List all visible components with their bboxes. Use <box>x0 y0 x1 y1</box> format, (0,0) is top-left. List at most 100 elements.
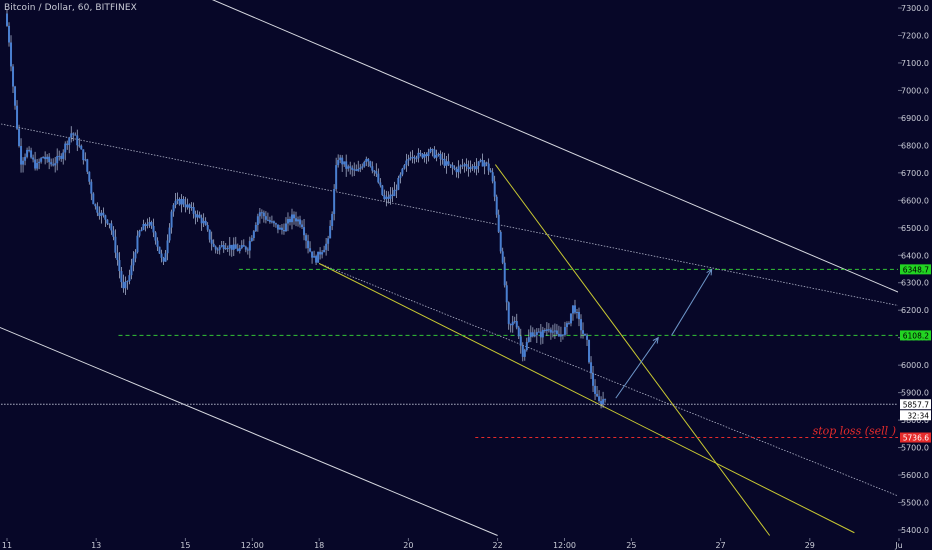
candle-body <box>465 164 468 167</box>
candle-body <box>156 240 159 247</box>
candle-body <box>467 166 470 169</box>
price-tick-label: 6000.0 <box>901 361 929 370</box>
candle-body <box>315 256 318 263</box>
candle-body <box>439 153 442 159</box>
candle-body <box>214 246 217 250</box>
candle-body <box>596 393 599 397</box>
candle-body <box>54 163 57 166</box>
candle-body <box>196 214 199 218</box>
price-tick-label: 7100.0 <box>901 59 929 68</box>
candle-body <box>477 161 480 166</box>
candle-body <box>491 172 494 182</box>
candle-body <box>20 146 23 165</box>
candle-body <box>120 271 123 283</box>
candle-body <box>164 253 167 262</box>
candle-body <box>499 231 502 252</box>
candle-body <box>178 199 181 205</box>
candle-body <box>349 166 352 168</box>
candle-body <box>110 223 113 231</box>
candle-body <box>521 345 524 357</box>
candle-body <box>584 333 587 336</box>
time-axis[interactable]: 11 13 15 12:00 18 20 22 12:00 25 27 29 Ju <box>2 538 903 550</box>
candle-body <box>497 214 500 232</box>
candle-body <box>40 158 43 162</box>
candle-body <box>52 164 55 166</box>
candle-body <box>134 252 137 259</box>
candle-body <box>50 162 53 165</box>
candle-body <box>76 135 79 146</box>
projection-arrows-layer <box>615 268 713 399</box>
candle-body <box>148 222 151 225</box>
projection-arrow-0 <box>615 337 659 399</box>
price-tick-label: 6700.0 <box>901 169 929 178</box>
candle-body <box>537 331 540 333</box>
candle-body <box>351 167 354 170</box>
candle-body <box>250 238 253 242</box>
candle-body <box>503 262 506 286</box>
candle-body <box>297 219 300 222</box>
candle-body <box>208 229 211 240</box>
candle-body <box>331 214 334 226</box>
candle-body <box>64 143 67 153</box>
candle-body <box>341 157 344 165</box>
candle-body <box>335 165 338 189</box>
candle-body <box>84 159 87 161</box>
price-tick-label: 6400.0 <box>901 251 929 260</box>
candle-body <box>22 160 25 165</box>
candle-body <box>246 249 249 251</box>
candle-body <box>427 152 430 157</box>
candle-body <box>210 239 213 244</box>
candle-body <box>82 149 85 161</box>
candle-body <box>369 161 372 167</box>
candle-body <box>371 166 374 171</box>
candle-body <box>381 185 384 195</box>
level-label-box <box>900 399 931 410</box>
time-tick-label: 15 <box>180 541 190 550</box>
candle-body <box>493 181 496 197</box>
time-tick-label: 20 <box>403 541 413 550</box>
candle-body <box>168 227 171 241</box>
time-tick-label: 27 <box>716 541 726 550</box>
candle-body <box>399 174 402 178</box>
candle-body <box>186 204 189 208</box>
candle-body <box>567 323 570 325</box>
candle-body <box>549 329 552 333</box>
candle-body <box>98 212 101 216</box>
candle-body <box>329 225 332 239</box>
candle-body <box>405 160 408 166</box>
candle-body <box>136 235 139 253</box>
candle-body <box>10 42 13 67</box>
price-tick-label: 6900.0 <box>901 114 929 123</box>
time-tick-label: 18 <box>314 541 324 550</box>
candle-body <box>590 362 593 374</box>
candle-body <box>429 149 432 153</box>
candle-body <box>529 332 532 338</box>
candle-body <box>188 204 191 209</box>
candle-body <box>232 244 235 250</box>
candle-body <box>270 221 273 223</box>
candle-body <box>473 166 476 170</box>
candle-body <box>116 252 119 261</box>
price-axis[interactable]: 7300.0 7200.0 7100.0 7000.0 6900.0 6800.0 6700… <box>898 0 932 550</box>
candle-body <box>363 162 366 167</box>
candle-body <box>126 280 129 282</box>
candles-layer <box>6 8 607 409</box>
candle-body <box>407 159 410 161</box>
candle-body <box>594 385 597 394</box>
level-label-box <box>900 330 931 341</box>
trendline-white-0 <box>211 0 922 303</box>
candle-body <box>258 212 261 217</box>
candle-body <box>200 217 203 224</box>
candle-body <box>445 161 448 166</box>
candle-body <box>551 331 554 333</box>
candle-body <box>359 167 362 169</box>
price-tick-label: 7000.0 <box>901 86 929 95</box>
level-label-5857.7: 5857.7 <box>903 400 929 409</box>
candle-body <box>307 240 310 249</box>
price-tick-label: 7300.0 <box>901 4 929 13</box>
candle-body <box>100 212 103 216</box>
candle-body <box>284 223 287 232</box>
candle-body <box>395 189 398 191</box>
candle-body <box>146 224 149 226</box>
